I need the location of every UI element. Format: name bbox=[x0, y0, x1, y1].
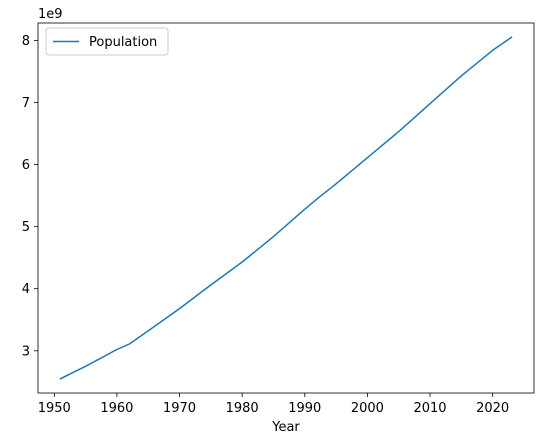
legend-label-population: Population bbox=[89, 35, 157, 50]
y-tick-label: 6 bbox=[22, 158, 30, 173]
x-tick-label: 1970 bbox=[163, 401, 196, 416]
y-tick-label: 4 bbox=[22, 282, 30, 297]
x-tick-label: 2010 bbox=[413, 401, 446, 416]
plot-frame bbox=[37, 22, 535, 394]
y-tick-label: 8 bbox=[22, 34, 30, 49]
y-tick-label: 3 bbox=[22, 344, 30, 359]
legend-box bbox=[45, 27, 169, 56]
x-tick-label: 2000 bbox=[351, 401, 384, 416]
legend: Population bbox=[45, 27, 169, 56]
x-tick-label: 1950 bbox=[38, 401, 71, 416]
x-tick-label: 1980 bbox=[226, 401, 259, 416]
x-tick-label: 1990 bbox=[288, 401, 321, 416]
population-line bbox=[59, 36, 513, 380]
x-axis-ticks: 1950 1960 1970 1980 1990 2000 2010 2020 bbox=[38, 393, 509, 416]
y-axis-ticks: 3 4 5 6 7 8 bbox=[22, 34, 38, 359]
y-tick-label: 5 bbox=[22, 220, 30, 235]
x-tick-label: 1960 bbox=[100, 401, 133, 416]
y-axis-offset-label: 1e9 bbox=[38, 7, 63, 22]
y-tick-label: 7 bbox=[22, 96, 30, 111]
x-axis-label: Year bbox=[271, 420, 300, 435]
x-tick-label: 2020 bbox=[476, 401, 509, 416]
